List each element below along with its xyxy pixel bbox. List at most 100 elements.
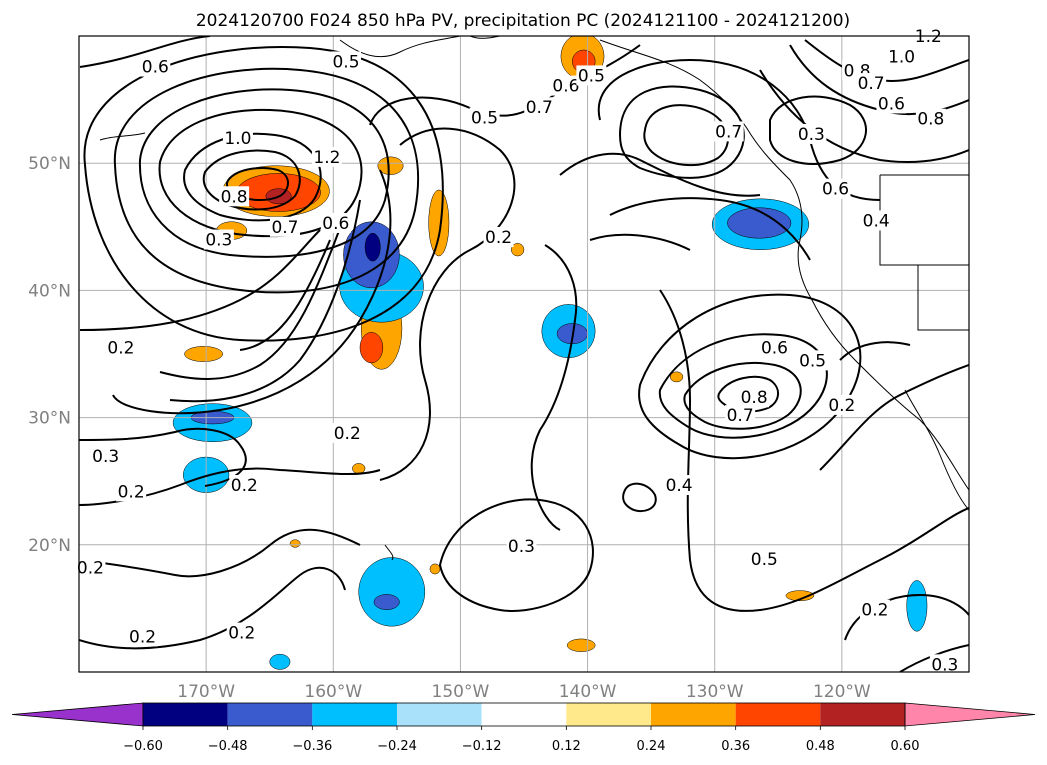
contour-label-bg [219, 186, 250, 207]
colorbar-segment [481, 703, 567, 726]
contour-label-bg [796, 123, 827, 144]
colorbar-extend-max [904, 702, 1036, 727]
contour-label: 0.6 [552, 77, 579, 97]
pv-contour-line [112, 169, 392, 415]
precip-anomaly [184, 346, 223, 362]
contour-label-bg [861, 210, 892, 231]
contour-label-bg [140, 56, 171, 77]
colorbar-segment [651, 703, 736, 726]
pv-contour-line [559, 152, 761, 197]
contour-label: 0.2 [861, 601, 888, 621]
contour-label: 0.6 [878, 94, 905, 114]
colorbar-tick-label: 0.12 [552, 739, 581, 754]
contour-label: 0.5 [578, 66, 605, 86]
colorbar-frame [142, 702, 906, 727]
pv-contour-line [638, 293, 862, 460]
contour-label: 0.3 [508, 537, 535, 557]
contour-label: 0.2 [828, 396, 855, 416]
pv-contour-line [659, 289, 969, 612]
contour-label: 0.5 [751, 550, 778, 570]
contour-label-bg [469, 107, 500, 128]
contour-label: 0.3 [92, 447, 119, 467]
pv-contour-line [79, 229, 321, 331]
contour-label-bg [222, 127, 253, 148]
contour-label-bg [886, 46, 917, 67]
contour-label: 0.4 [666, 476, 693, 496]
contour-label: 0.3 [798, 125, 825, 145]
coastline [99, 132, 146, 141]
colorbar-extend-min [11, 702, 144, 727]
precip-anomaly [785, 590, 815, 602]
colorbar: −0.60 −0.48 −0.36 −0.24 −0.12 0.12 0.24 0.36 0.4… [11, 702, 1036, 754]
pv-contour-line [819, 364, 969, 471]
contour-label: 0.7 [271, 218, 298, 238]
coastlines [99, 36, 969, 561]
contour-label-bg [524, 97, 555, 118]
contour-label: 1.2 [313, 148, 340, 168]
contour-label: 0.6 [822, 180, 849, 200]
contour-label: 0.2 [228, 624, 255, 644]
contour-label: 0.6 [761, 339, 788, 359]
contour-label-bg [797, 350, 828, 371]
precip-anomaly [289, 539, 301, 548]
contour-label-bg [127, 626, 158, 647]
precip-anomaly [906, 580, 928, 632]
lon-tick-label: 120°W [813, 682, 871, 702]
precip-anomaly [352, 463, 366, 474]
contour-label-bg [664, 475, 695, 496]
coastline [384, 544, 394, 561]
contour-label: 1.0 [888, 47, 915, 67]
latitude-axis: 50°N 40°N 30°N 20°N [28, 154, 71, 556]
contour-label: 0.8 [917, 110, 944, 130]
contour-label: 0.6 [322, 214, 349, 234]
pv-contour-line [239, 239, 331, 351]
precip-anomaly [669, 371, 684, 383]
contour-label: 0.5 [799, 351, 826, 371]
pv-contour-line [202, 149, 301, 211]
contour-label: 0.2 [107, 339, 134, 359]
contour-label: 0.2 [485, 228, 512, 248]
precip-anomaly-layer [172, 36, 928, 670]
contour-label-bg [203, 229, 234, 250]
pv-contour-line [158, 108, 363, 238]
contour-label-bg [929, 654, 960, 675]
contour-label-bg [229, 475, 260, 496]
colorbar-segment [820, 703, 905, 726]
contour-label: 0.2 [334, 424, 361, 444]
pv-contour-line [759, 69, 969, 163]
contour-label-bg [550, 75, 581, 96]
lat-tick-label: 50°N [28, 154, 71, 174]
contour-label-bg [759, 337, 790, 358]
precip-anomaly [428, 189, 450, 257]
colorbar-tick-label: −0.24 [377, 739, 417, 754]
contour-label: 0.2 [77, 559, 104, 579]
pv-contour-line [79, 528, 361, 578]
coastline [339, 36, 461, 58]
contour-label-bg [725, 405, 756, 426]
contour-label: 0.5 [471, 108, 498, 128]
pv-contour-line [844, 593, 969, 641]
contour-label: 0.3 [205, 231, 232, 251]
colorbar-segment [227, 703, 313, 726]
precip-anomaly [364, 232, 381, 262]
precip-anomaly [358, 557, 426, 627]
contour-label: 0.4 [863, 211, 890, 231]
pv-contour-line [683, 362, 802, 430]
precip-anomaly [373, 594, 400, 610]
colorbar-segment [312, 703, 397, 726]
contour-label: 0.8 [741, 388, 768, 408]
chart-title: 2024120700 F024 850 hPa PV, precipitatio… [196, 11, 850, 31]
contour-label: 0.7 [858, 74, 885, 94]
contour-label-bg [311, 146, 342, 167]
precip-anomaly [377, 156, 404, 175]
pv-contour-line [769, 95, 867, 165]
contour-label-bg [820, 178, 851, 199]
contour-label: 0.2 [129, 627, 156, 647]
lon-tick-label: 130°W [686, 682, 744, 702]
contour-label-bg [749, 548, 780, 569]
lat-tick-label: 30°N [28, 409, 71, 429]
colorbar-segment [566, 703, 651, 726]
colorbar-tick-label: −0.60 [123, 739, 163, 754]
contour-label-bg [105, 337, 136, 358]
lon-tick-label: 140°W [559, 682, 617, 702]
